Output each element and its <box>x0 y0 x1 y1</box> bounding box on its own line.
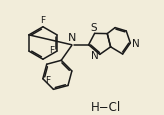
Text: H−Cl: H−Cl <box>91 100 121 113</box>
Text: N: N <box>91 51 98 60</box>
Text: F: F <box>45 76 50 85</box>
Text: N: N <box>68 33 76 43</box>
Text: F: F <box>49 46 54 55</box>
Text: F: F <box>40 16 45 24</box>
Text: S: S <box>91 23 97 33</box>
Text: N: N <box>132 38 140 48</box>
